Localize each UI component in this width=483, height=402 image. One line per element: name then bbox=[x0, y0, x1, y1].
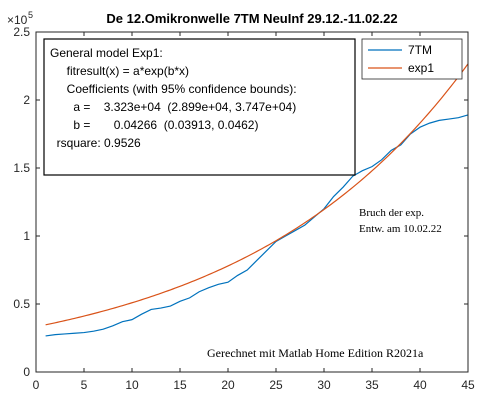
fit-results-box: General model Exp1: fitresult(x) = a*exp… bbox=[43, 38, 356, 176]
fit-box-line-rsquare: rsquare: 0.9526 bbox=[50, 136, 141, 150]
y-exponent-power: 5 bbox=[28, 10, 33, 20]
fit-box-line-b: b = 0.04266 (0.03913, 0.0462) bbox=[50, 118, 258, 132]
axes-box bbox=[35, 31, 469, 373]
legend-label-7tm: 7TM bbox=[408, 43, 432, 57]
legend: 7TM exp1 bbox=[361, 38, 463, 80]
y-exponent-base: ×10 bbox=[7, 13, 28, 27]
note-break-line1: Bruch der exp. bbox=[359, 207, 424, 219]
x-tick-label: 20 bbox=[221, 378, 235, 392]
chart-title: De 12.Omikronwelle 7TM NeuInf 29.12.-11.… bbox=[106, 11, 397, 26]
y-tick-label: 0.5 bbox=[13, 297, 30, 311]
x-tick-label: 35 bbox=[365, 378, 379, 392]
note-break-line2: Entw. am 10.02.22 bbox=[359, 223, 442, 235]
x-tick-label: 45 bbox=[461, 378, 475, 392]
legend-frame bbox=[361, 38, 463, 80]
x-tick-label: 15 bbox=[173, 378, 187, 392]
legend-label-exp1: exp1 bbox=[408, 61, 434, 75]
x-tick-label: 30 bbox=[317, 378, 331, 392]
y-tick-label: 0 bbox=[23, 365, 30, 379]
fit-box-line-formula: fitresult(x) = a*exp(b*x) bbox=[50, 64, 189, 78]
fit-box-line-model: General model Exp1: bbox=[50, 46, 163, 60]
fit-box-line-coeff-header: Coefficients (with 95% confidence bounds… bbox=[50, 82, 297, 96]
y-tick-label: 2.5 bbox=[13, 25, 30, 39]
y-tick-label: 1.5 bbox=[13, 161, 30, 175]
fit-box-line-a: a = 3.323e+04 (2.899e+04, 3.747e+04) bbox=[50, 100, 296, 114]
tick-layer: 0 5 10 15 20 25 30 35 40 45 0 0.5 1 1.5 2 2.5 bbox=[13, 25, 475, 392]
fit-box-frame bbox=[43, 38, 356, 176]
y-tick-label: 2 bbox=[23, 93, 30, 107]
x-tick-label: 5 bbox=[81, 378, 88, 392]
series-layer bbox=[45, 63, 469, 337]
x-tick-label: 25 bbox=[269, 378, 283, 392]
x-tick-label: 40 bbox=[413, 378, 427, 392]
x-tick-label: 10 bbox=[125, 378, 139, 392]
note-software: Gerechnet mit Matlab Home Edition R2021a bbox=[207, 346, 424, 360]
series-line-exp1 bbox=[45, 63, 469, 326]
x-tick-label: 0 bbox=[33, 378, 40, 392]
y-tick-label: 1 bbox=[23, 229, 30, 243]
